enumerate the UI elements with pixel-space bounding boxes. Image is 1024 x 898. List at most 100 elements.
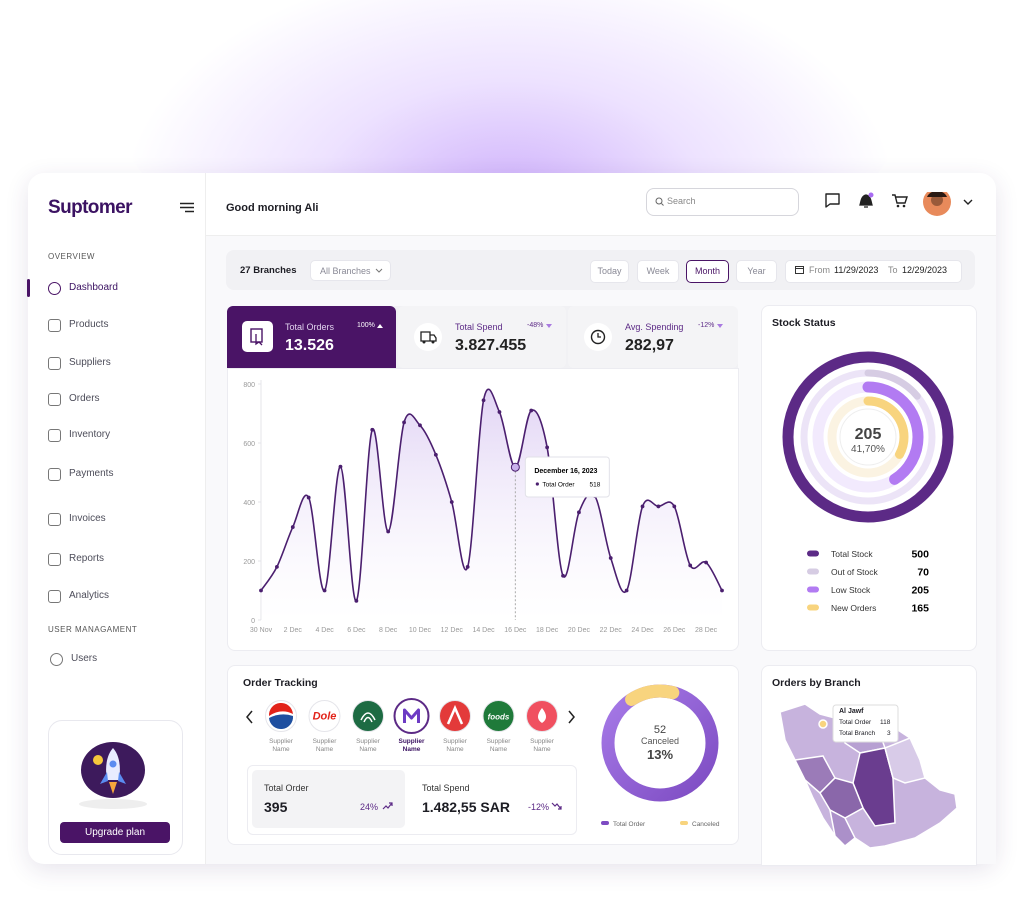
panel-title: Orders by Branch: [772, 677, 861, 689]
menu-item[interactable]: Invoices: [69, 513, 106, 524]
menu-item[interactable]: Users: [71, 653, 98, 664]
donut-center-label: Canceled: [641, 736, 679, 746]
x-tick-label: 14 Dec: [472, 627, 495, 634]
y-tick-label: 400: [243, 500, 255, 507]
ring-center-value: 205: [855, 426, 882, 443]
menu-icon: [48, 590, 61, 603]
x-tick-label: 26 Dec: [663, 627, 686, 634]
map-tooltip-value: 118: [880, 719, 891, 726]
section-title: OVERVIEW: [48, 252, 95, 261]
carousel-arrows[interactable]: [244, 709, 584, 725]
supplier-logo[interactable]: [482, 700, 515, 732]
point: [577, 510, 581, 515]
search-placeholder: Search: [667, 196, 696, 206]
point: [322, 588, 327, 593]
point: [306, 495, 311, 500]
menu-icon: [48, 282, 61, 295]
upgrade-label: Upgrade plan: [84, 827, 146, 838]
supplier-name: Supplier Name: [443, 738, 467, 753]
date-from: 11/29/2023: [834, 265, 879, 275]
logo-shape: [538, 708, 546, 723]
point: [608, 556, 613, 560]
point: [720, 588, 724, 593]
map-tooltip-label: Total Order: [839, 719, 872, 726]
rocket-illustration: [79, 742, 147, 809]
tooltip: [524, 456, 610, 498]
point: [402, 420, 406, 425]
ring-arc: [827, 396, 909, 478]
summary-label: Total Order: [264, 783, 309, 793]
section-title: USER MANAGAMENT: [48, 625, 138, 634]
line-chart: 0 200 400 600 800 30 Nov 2 Dec 4 Dec 6 Dec 8 Dec 1…: [243, 380, 724, 634]
panel-title: Order Tracking: [243, 677, 318, 689]
legend-value: 70: [917, 567, 929, 579]
date-to: 12/29/2023: [902, 265, 948, 275]
search-icon: [655, 197, 664, 206]
ring-arc: [812, 381, 924, 493]
menu-icon: [48, 553, 61, 566]
summary-active: [252, 770, 405, 828]
menu-item[interactable]: Dashboard: [69, 282, 118, 293]
branch-select[interactable]: All Branches: [310, 260, 391, 281]
supplier-name: Supplier Name: [530, 738, 554, 753]
point: [418, 423, 422, 428]
header-icons[interactable]: [824, 192, 984, 216]
y-tick-label: 600: [243, 441, 255, 448]
menu-item[interactable]: Payments: [69, 468, 114, 479]
supplier-logo[interactable]: [308, 700, 341, 732]
legend-label: Total Order: [613, 821, 646, 828]
period-button[interactable]: Today: [590, 260, 629, 283]
point: [481, 398, 486, 403]
logo-shape: [269, 714, 294, 730]
x-tick-label: 6 Dec: [347, 627, 366, 634]
search-box[interactable]: [646, 188, 799, 216]
kpi-trend: [377, 324, 383, 328]
menu-item[interactable]: Inventory: [69, 429, 111, 440]
menu-toggle[interactable]: [180, 202, 195, 213]
legend-swatch: [807, 550, 819, 557]
kpi-icons: [242, 321, 442, 352]
summary-change: -12%: [528, 802, 550, 812]
ring-arc: [782, 351, 954, 523]
kpi-label: Total Spend: [455, 322, 503, 332]
sidebar-divider: [205, 173, 206, 864]
map-tooltip-value: 3: [887, 730, 891, 737]
point: [449, 500, 454, 504]
tooltip-value: 518: [589, 482, 600, 489]
menu-item[interactable]: Analytics: [69, 590, 110, 601]
x-tick-label: 4 Dec: [315, 627, 334, 634]
period-button[interactable]: Month: [686, 260, 729, 283]
kpi-icon: [584, 323, 612, 351]
legend-swatch: [680, 821, 688, 825]
logo-shape: [268, 702, 293, 716]
point: [290, 525, 295, 529]
supplier-logo[interactable]: [352, 700, 384, 732]
upgrade-button[interactable]: [60, 822, 170, 843]
trend-up: [382, 802, 393, 810]
period-button[interactable]: Year: [736, 260, 777, 283]
menu-item[interactable]: Orders: [69, 393, 100, 404]
legend-label: Out of Stock: [831, 567, 879, 577]
x-tick-label: 28 Dec: [695, 627, 718, 634]
menu-icon: [48, 357, 61, 370]
point: [433, 452, 438, 457]
menu-icon: [48, 429, 61, 442]
branch-count: 27 Branches: [240, 265, 297, 276]
supplier-logos: Dole foods: [265, 698, 558, 734]
x-tick-label: 10 Dec: [409, 627, 432, 634]
trend-arrow: [546, 324, 552, 328]
supplier-logo[interactable]: [439, 700, 471, 732]
kpi-value: 13.526: [285, 337, 334, 354]
menu-item[interactable]: Suppliers: [69, 357, 111, 368]
date-range[interactable]: [785, 260, 962, 283]
legend-swatch: [807, 568, 819, 575]
menu-item[interactable]: Products: [69, 319, 109, 330]
trend-arrow: [377, 324, 383, 328]
menu-item[interactable]: Reports: [69, 553, 105, 564]
summary-value: 395: [264, 799, 288, 815]
summary-label: Total Spend: [422, 783, 470, 793]
period-button[interactable]: Week: [637, 260, 679, 283]
point: [545, 445, 550, 450]
menu-icon: [48, 468, 61, 481]
